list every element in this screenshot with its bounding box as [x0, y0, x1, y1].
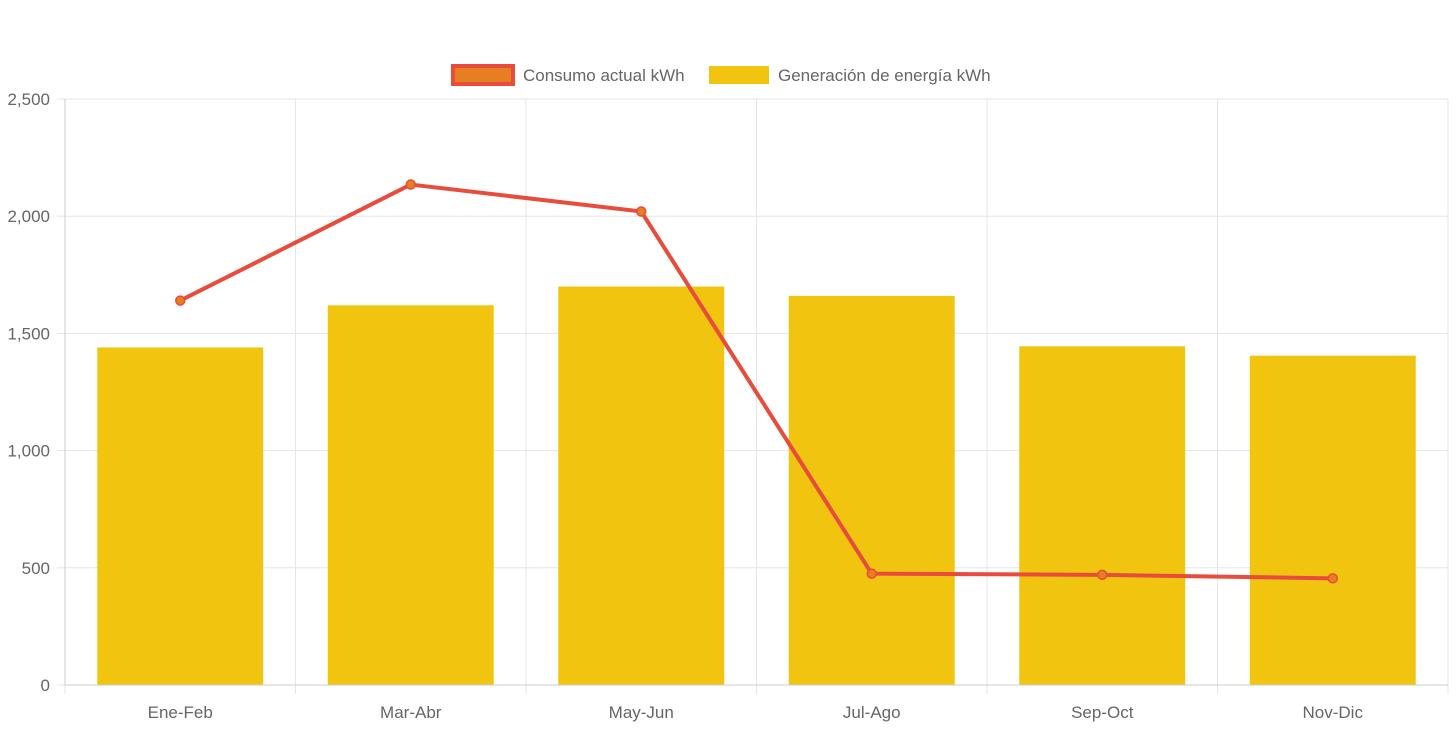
y-tick-label: 2,000	[7, 207, 50, 226]
bar-layer	[97, 286, 1416, 685]
bar-generacion-may-jun[interactable]	[558, 286, 725, 685]
point-consumo-ene-feb[interactable]	[175, 295, 186, 306]
x-tick-label: Mar-Abr	[380, 703, 442, 722]
x-tick-label: Nov-Dic	[1303, 703, 1364, 722]
bar-generacion-nov-dic[interactable]	[1249, 355, 1416, 685]
y-tick-label: 1,500	[7, 324, 50, 343]
axis-layer	[64, 99, 1448, 686]
y-tick-label: 1,000	[7, 442, 50, 461]
legend-label-generacion[interactable]: Generación de energía kWh	[778, 66, 991, 85]
legend-swatch-consumo[interactable]	[451, 64, 515, 86]
point-consumo-may-jun[interactable]	[636, 206, 647, 217]
y-tick-label: 2,500	[7, 90, 50, 109]
grid-layer	[57, 98, 1449, 694]
point-consumo-nov-dic[interactable]	[1327, 573, 1338, 584]
x-tick-label: May-Jun	[609, 703, 674, 722]
point-consumo-jul-ago[interactable]	[866, 568, 877, 579]
line-consumo	[179, 182, 1333, 581]
x-tick-label: Ene-Feb	[148, 703, 213, 722]
bar-generacion-jul-ago[interactable]	[788, 295, 955, 685]
legend-label-consumo[interactable]: Consumo actual kWh	[523, 66, 685, 85]
x-tick-label: Sep-Oct	[1071, 703, 1134, 722]
line-layer	[175, 179, 1338, 584]
bar-generacion-mar-abr[interactable]	[327, 305, 494, 685]
label-layer: 0 500 1,000 1,500 2,000 2,500 Ene-Feb Mar-Abr Ma…	[7, 90, 1363, 722]
x-tick-label: Jul-Ago	[843, 703, 901, 722]
legend-swatch-generacion[interactable]	[709, 66, 769, 84]
legend[interactable]: Consumo actual kWh Generación de energía…	[451, 64, 991, 86]
point-consumo-mar-abr[interactable]	[405, 179, 416, 190]
bar-generacion-ene-feb[interactable]	[97, 347, 264, 685]
point-consumo-sep-oct[interactable]	[1097, 569, 1108, 581]
y-tick-label: 0	[41, 676, 50, 695]
bar-generacion-sep-oct[interactable]	[1019, 346, 1186, 685]
y-tick-label: 500	[22, 559, 50, 578]
